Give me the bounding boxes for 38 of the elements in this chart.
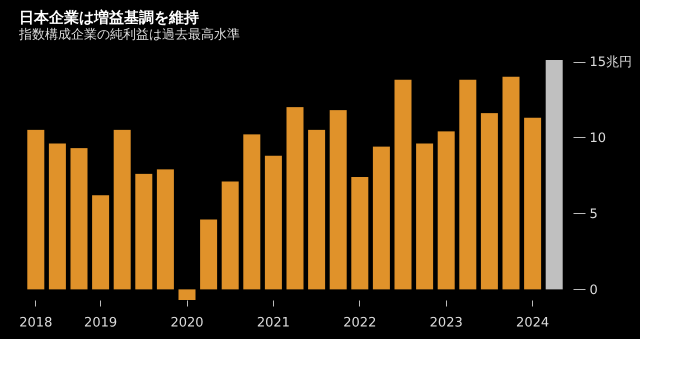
x-tick-label: 2019	[84, 316, 118, 330]
x-tick-label: 2024	[516, 316, 550, 330]
bar	[524, 118, 542, 290]
bar	[286, 107, 304, 290]
bar	[372, 146, 390, 290]
y-tick-label: 10	[590, 130, 606, 146]
bar	[156, 169, 174, 290]
bar	[92, 195, 110, 290]
chart-title: 日本企業は増益基調を維持	[18, 8, 199, 27]
chart-subtitle: 指数構成企業の純利益は過去最高水準	[18, 26, 240, 43]
y-tick-label: 5	[590, 206, 598, 222]
bar	[70, 148, 88, 290]
bar	[200, 219, 218, 290]
bar	[459, 80, 476, 290]
x-tick-label: 2018	[19, 316, 52, 330]
bar	[114, 130, 131, 290]
bar	[351, 176, 368, 290]
x-tick-label: 2022	[343, 316, 376, 330]
bar	[222, 182, 239, 290]
y-tick-label: 0	[590, 282, 598, 298]
y-tick-label: 15兆円	[590, 55, 632, 70]
x-tick-label: 2020	[170, 316, 204, 330]
bar	[135, 174, 152, 290]
bar	[502, 76, 520, 290]
bar	[48, 144, 66, 290]
bar	[438, 131, 455, 290]
bar	[27, 130, 44, 290]
bar	[308, 130, 326, 290]
x-tick-label: 2021	[256, 316, 290, 330]
bar	[330, 110, 347, 290]
bar	[243, 134, 260, 290]
bar	[480, 113, 498, 290]
bar	[264, 156, 282, 290]
bar	[178, 289, 196, 300]
bar	[546, 60, 563, 290]
bar	[394, 80, 412, 290]
bar	[416, 144, 434, 290]
x-tick-label: 2023	[430, 316, 463, 330]
